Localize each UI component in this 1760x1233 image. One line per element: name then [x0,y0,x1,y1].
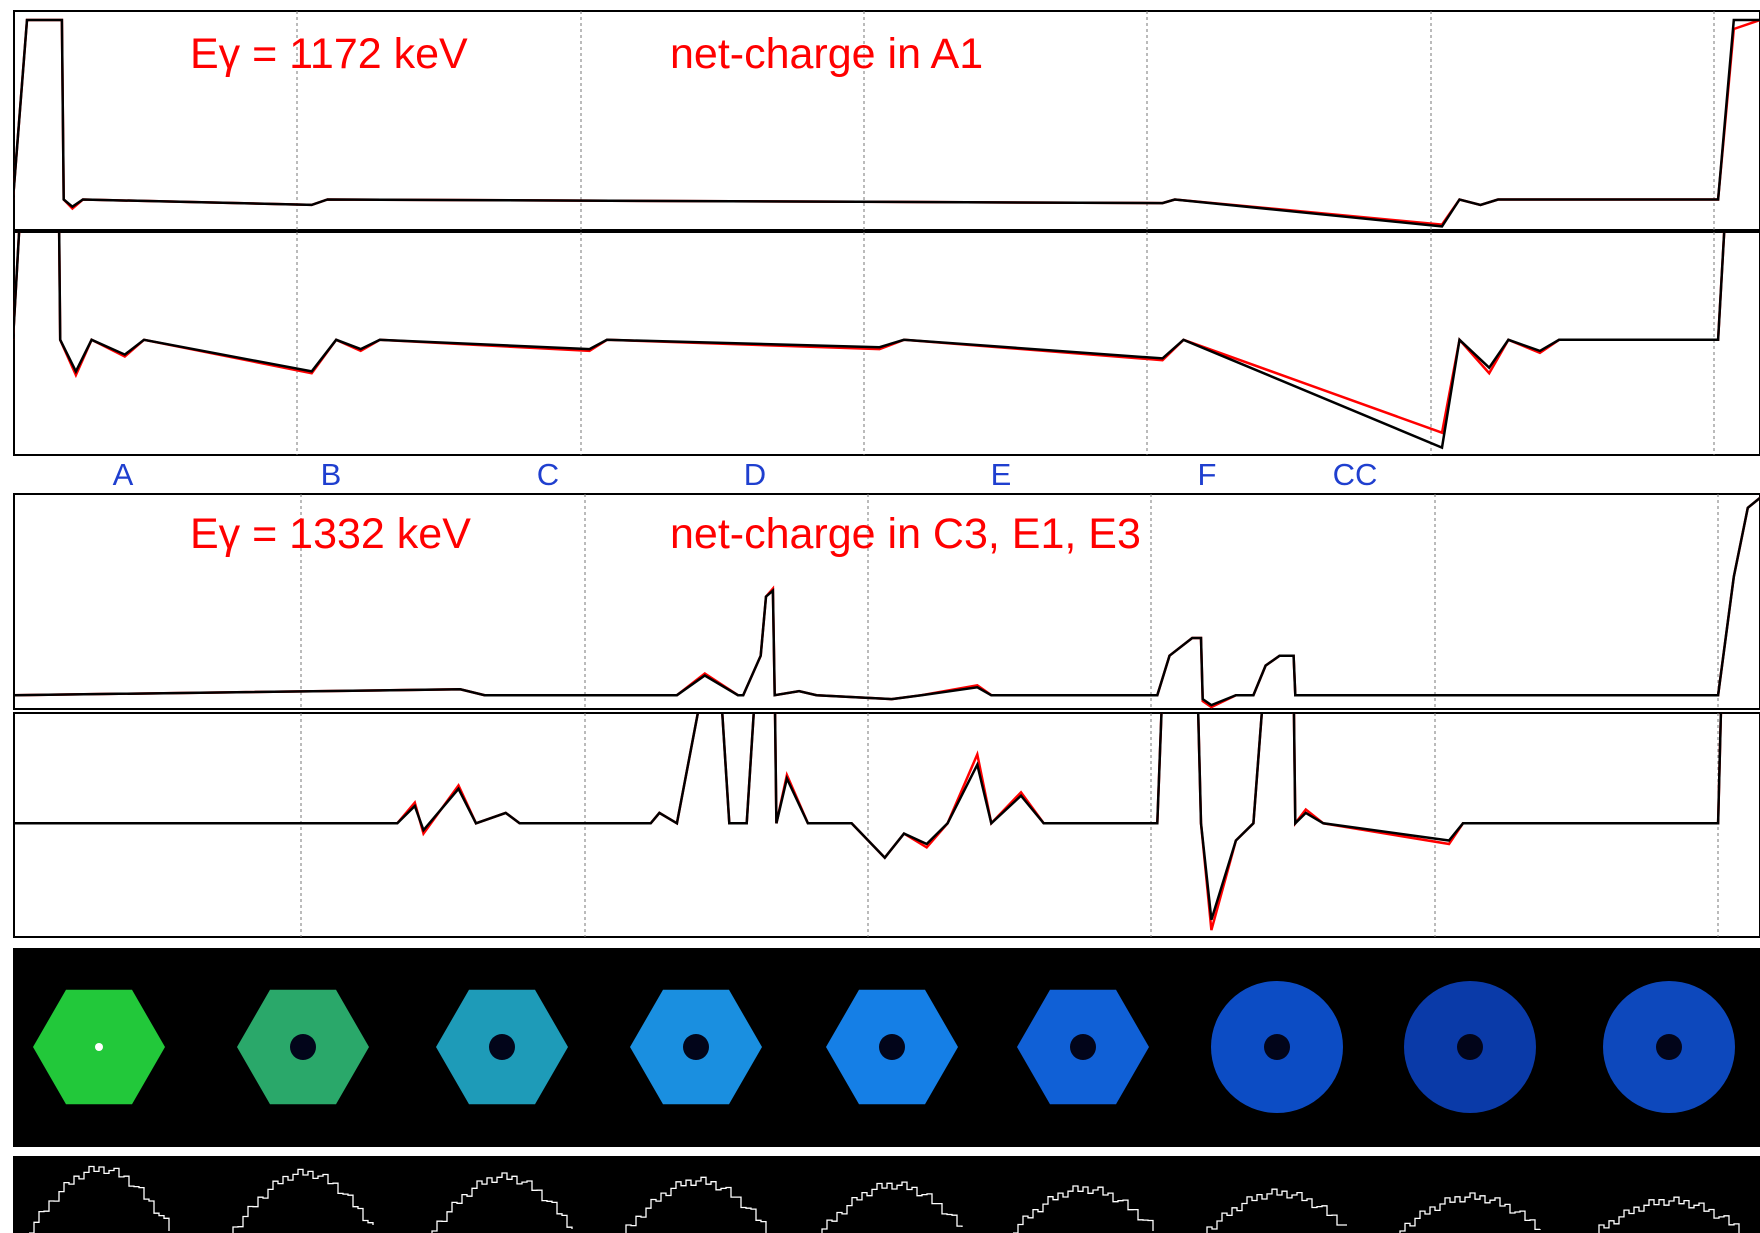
profile-histogram [29,1165,170,1233]
panel-frame [13,10,1760,231]
segment-label: D [744,457,766,492]
profile-histogram [1013,1185,1154,1233]
panel-frame [13,493,1760,710]
trace-group [13,713,1723,931]
trace [13,713,1723,921]
detector-hole [489,1034,515,1060]
profile-histogram [431,1172,573,1233]
trace-group [13,496,1760,709]
trace [13,496,1760,707]
detector-hole [879,1034,905,1060]
trace-group [13,232,1726,450]
trace-group [13,18,1760,228]
histogram-strip [13,1156,1760,1233]
detector-hole [1457,1034,1483,1060]
annotation: net-charge in C3, E1, E3 [670,510,1141,558]
profile-histogram [1206,1188,1347,1233]
detector-hole [683,1034,709,1060]
detector-hole [95,1043,103,1051]
segment-label: C [537,457,559,492]
segment-label: E [991,457,1012,492]
profile-histogram [625,1176,767,1233]
panel-frame [13,231,1760,456]
panel-frame [13,712,1760,938]
trace [13,232,1726,435]
profile-histogram [1598,1196,1740,1233]
detector-hole [290,1034,316,1060]
profile-histogram [232,1168,374,1233]
segment-label: F [1198,457,1217,492]
profile-histogram [1399,1192,1541,1233]
detector-hole [1264,1034,1290,1060]
annotation: Eγ = 1332 keV [190,510,471,558]
segment-label: A [113,457,134,492]
segment-label: B [321,457,342,492]
detector-hole [1656,1034,1682,1060]
profile-histogram [821,1181,963,1233]
segment-label: CC [1333,457,1378,492]
trace [13,713,1723,931]
trace [13,232,1726,450]
annotation: Eγ = 1172 keV [190,30,468,78]
trace [13,18,1760,228]
annotation: net-charge in A1 [670,30,983,78]
detector-hole [1070,1034,1096,1060]
